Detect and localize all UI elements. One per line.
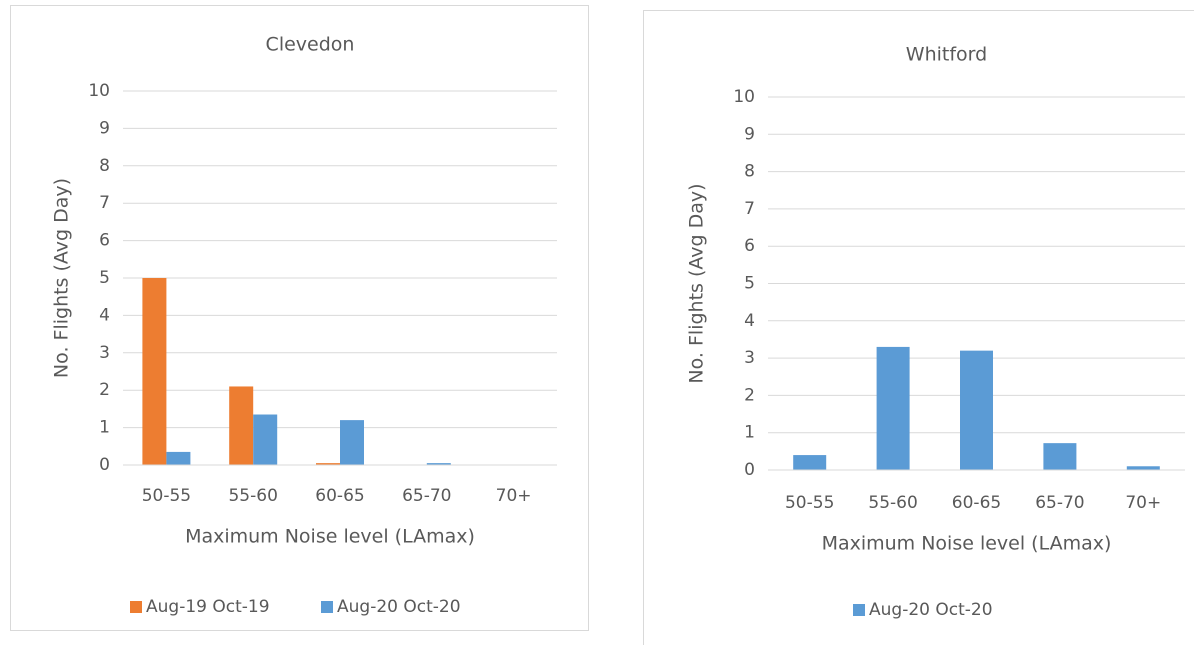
bar bbox=[426, 463, 451, 465]
x-axis-title: Maximum Noise level (LAmax) bbox=[822, 533, 1112, 555]
legend-label: Aug-19 Oct-19 bbox=[146, 597, 270, 617]
chart-frame bbox=[643, 10, 1194, 645]
y-tick-label: 8 bbox=[99, 156, 110, 176]
bar bbox=[960, 350, 993, 470]
x-tick-label: 65-70 bbox=[402, 486, 451, 506]
x-tick-label: 55-60 bbox=[868, 493, 917, 513]
y-tick-label: 0 bbox=[99, 455, 110, 475]
bar bbox=[1126, 466, 1160, 470]
x-tick-label: 50-55 bbox=[785, 493, 834, 513]
y-tick-label: 7 bbox=[744, 199, 755, 219]
bar bbox=[793, 455, 827, 470]
y-tick-label: 4 bbox=[744, 311, 755, 331]
bar bbox=[316, 463, 340, 465]
bar bbox=[340, 420, 364, 465]
legend-label: Aug-20 Oct-20 bbox=[869, 600, 993, 620]
y-tick-label: 6 bbox=[744, 236, 755, 256]
legend-swatch bbox=[321, 601, 333, 613]
x-tick-label: 70+ bbox=[496, 486, 532, 506]
y-tick-label: 6 bbox=[99, 231, 110, 251]
bar bbox=[229, 386, 254, 465]
chart-frame bbox=[10, 5, 589, 631]
x-axis-title: Maximum Noise level (LAmax) bbox=[185, 526, 475, 548]
chart-title: Whitford bbox=[906, 44, 987, 66]
bar bbox=[166, 451, 191, 465]
bar bbox=[142, 278, 167, 465]
y-tick-label: 5 bbox=[99, 268, 110, 288]
legend-swatch bbox=[853, 604, 865, 616]
x-tick-label: 60-65 bbox=[315, 486, 364, 506]
chart-title: Clevedon bbox=[266, 34, 355, 56]
y-tick-label: 8 bbox=[744, 162, 755, 182]
y-tick-label: 2 bbox=[744, 385, 755, 405]
bar bbox=[1043, 443, 1077, 470]
y-tick-label: 2 bbox=[99, 380, 110, 400]
bar bbox=[253, 414, 278, 465]
bar bbox=[876, 346, 910, 470]
legend-swatch bbox=[130, 601, 142, 613]
x-tick-label: 60-65 bbox=[952, 493, 1001, 513]
y-tick-label: 9 bbox=[99, 118, 110, 138]
y-tick-label: 10 bbox=[88, 81, 110, 101]
y-tick-label: 9 bbox=[744, 124, 755, 144]
y-tick-label: 3 bbox=[99, 343, 110, 363]
legend-label: Aug-20 Oct-20 bbox=[337, 597, 461, 617]
y-axis-title: No. Flights (Avg Day) bbox=[686, 183, 708, 383]
x-tick-label: 50-55 bbox=[142, 486, 191, 506]
y-tick-label: 3 bbox=[744, 348, 755, 368]
x-tick-label: 55-60 bbox=[228, 486, 277, 506]
x-tick-label: 65-70 bbox=[1035, 493, 1084, 513]
y-tick-label: 0 bbox=[744, 460, 755, 480]
y-axis-title: No. Flights (Avg Day) bbox=[51, 178, 73, 378]
y-tick-label: 10 bbox=[733, 87, 755, 107]
y-tick-label: 1 bbox=[744, 423, 755, 443]
y-tick-label: 4 bbox=[99, 305, 110, 325]
y-tick-label: 5 bbox=[744, 274, 755, 294]
y-tick-label: 1 bbox=[99, 418, 110, 438]
y-tick-label: 7 bbox=[99, 193, 110, 213]
x-tick-label: 70+ bbox=[1125, 493, 1161, 513]
